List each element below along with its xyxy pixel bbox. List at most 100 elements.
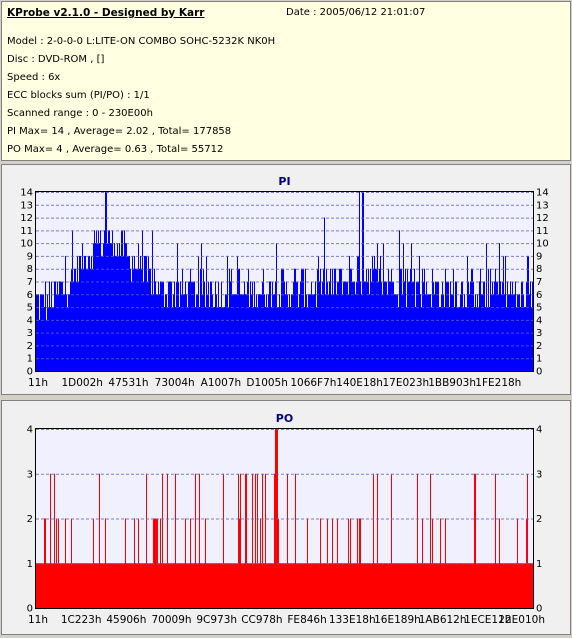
data-bar bbox=[489, 307, 490, 371]
data-bar bbox=[60, 281, 61, 371]
data-bar bbox=[196, 563, 197, 608]
data-bar bbox=[370, 268, 371, 371]
data-bar bbox=[301, 563, 302, 608]
data-bar bbox=[149, 563, 150, 608]
data-bar bbox=[347, 281, 348, 371]
data-bar bbox=[261, 563, 262, 608]
x-tick-label: 1066F7h bbox=[290, 377, 336, 389]
y-tick-label-left: 4 bbox=[27, 425, 33, 436]
data-bar bbox=[65, 255, 66, 371]
data-bar bbox=[490, 268, 491, 371]
data-bar bbox=[492, 563, 493, 608]
data-bar bbox=[304, 563, 305, 608]
data-bar bbox=[171, 281, 172, 371]
data-bar bbox=[144, 563, 145, 608]
data-bar bbox=[420, 294, 421, 371]
plot-frame bbox=[35, 428, 534, 609]
data-bar bbox=[284, 563, 285, 608]
data-bar bbox=[93, 243, 94, 371]
data-bar bbox=[146, 473, 147, 608]
data-bar bbox=[411, 563, 412, 608]
data-bar bbox=[200, 563, 201, 608]
data-bar bbox=[448, 563, 449, 608]
data-bar bbox=[135, 563, 136, 608]
data-bar bbox=[262, 281, 263, 371]
data-bar bbox=[146, 255, 147, 371]
data-bar bbox=[187, 307, 188, 371]
data-bar bbox=[445, 518, 446, 608]
data-bar bbox=[516, 563, 517, 608]
data-bar bbox=[343, 281, 344, 371]
data-bar bbox=[507, 563, 508, 608]
data-bar bbox=[293, 563, 294, 608]
data-bar bbox=[457, 307, 458, 371]
data-bar bbox=[79, 255, 80, 371]
data-bar bbox=[271, 307, 272, 371]
data-bar bbox=[228, 307, 229, 371]
data-bar bbox=[421, 563, 422, 608]
data-bar bbox=[68, 563, 69, 608]
data-bar bbox=[404, 563, 405, 608]
data-bar bbox=[523, 563, 524, 608]
data-bar bbox=[335, 563, 336, 608]
data-bar bbox=[104, 230, 105, 371]
data-bar bbox=[359, 192, 360, 371]
data-bar bbox=[364, 281, 365, 371]
data-bar bbox=[311, 281, 312, 371]
data-bar bbox=[495, 268, 496, 371]
x-tick-label: A1007h bbox=[201, 377, 242, 389]
data-bar bbox=[105, 192, 106, 371]
data-bar bbox=[227, 563, 228, 608]
data-bar bbox=[374, 563, 375, 608]
data-bar bbox=[163, 281, 164, 371]
data-bar bbox=[213, 563, 214, 608]
data-bar bbox=[289, 563, 290, 608]
y-tick-label-left: 1 bbox=[27, 354, 33, 365]
data-bar bbox=[355, 563, 356, 608]
data-bar bbox=[412, 281, 413, 371]
data-bar bbox=[465, 563, 466, 608]
data-bar bbox=[395, 294, 396, 371]
info-range: Scanned range : 0 - 230E00h bbox=[7, 108, 153, 119]
data-bar bbox=[73, 563, 74, 608]
data-bar bbox=[253, 563, 254, 608]
data-bar bbox=[331, 563, 332, 608]
data-bar bbox=[125, 243, 126, 371]
data-bar bbox=[95, 563, 96, 608]
data-bar bbox=[269, 563, 270, 608]
data-bar bbox=[345, 281, 346, 371]
data-bar bbox=[338, 281, 339, 371]
data-bar bbox=[326, 563, 327, 608]
data-bar bbox=[232, 563, 233, 608]
data-bar bbox=[510, 563, 511, 608]
data-bar bbox=[230, 281, 231, 371]
data-bar bbox=[169, 563, 170, 608]
data-bar bbox=[430, 294, 431, 371]
data-bar bbox=[353, 281, 354, 371]
pi-chart-panel: PI 0 0 1 1 2 2 3 3 4 4 5 5 6 6 7 7 8 8 9 9 10 10 11 11 12 12 13 13 14… bbox=[1, 164, 571, 395]
y-tick-label-left: 5 bbox=[27, 303, 33, 314]
data-bar bbox=[439, 307, 440, 371]
data-bar bbox=[39, 319, 40, 371]
data-bar bbox=[199, 307, 200, 371]
data-bar bbox=[465, 307, 466, 371]
data-bar bbox=[110, 243, 111, 371]
data-bar bbox=[130, 563, 131, 608]
data-bar bbox=[368, 563, 369, 608]
data-bar bbox=[149, 268, 150, 371]
data-bar bbox=[129, 563, 130, 608]
data-bar bbox=[262, 473, 263, 608]
data-bar bbox=[120, 563, 121, 608]
data-bar bbox=[518, 563, 519, 608]
data-bar bbox=[440, 307, 441, 371]
data-bar bbox=[516, 307, 517, 371]
data-bar bbox=[112, 563, 113, 608]
data-bar bbox=[449, 307, 450, 371]
data-bar bbox=[371, 281, 372, 371]
data-bar bbox=[245, 294, 246, 371]
data-bar bbox=[244, 563, 245, 608]
data-bar bbox=[499, 518, 500, 608]
data-bar bbox=[113, 255, 114, 371]
data-bar bbox=[325, 563, 326, 608]
data-bar bbox=[441, 563, 442, 608]
